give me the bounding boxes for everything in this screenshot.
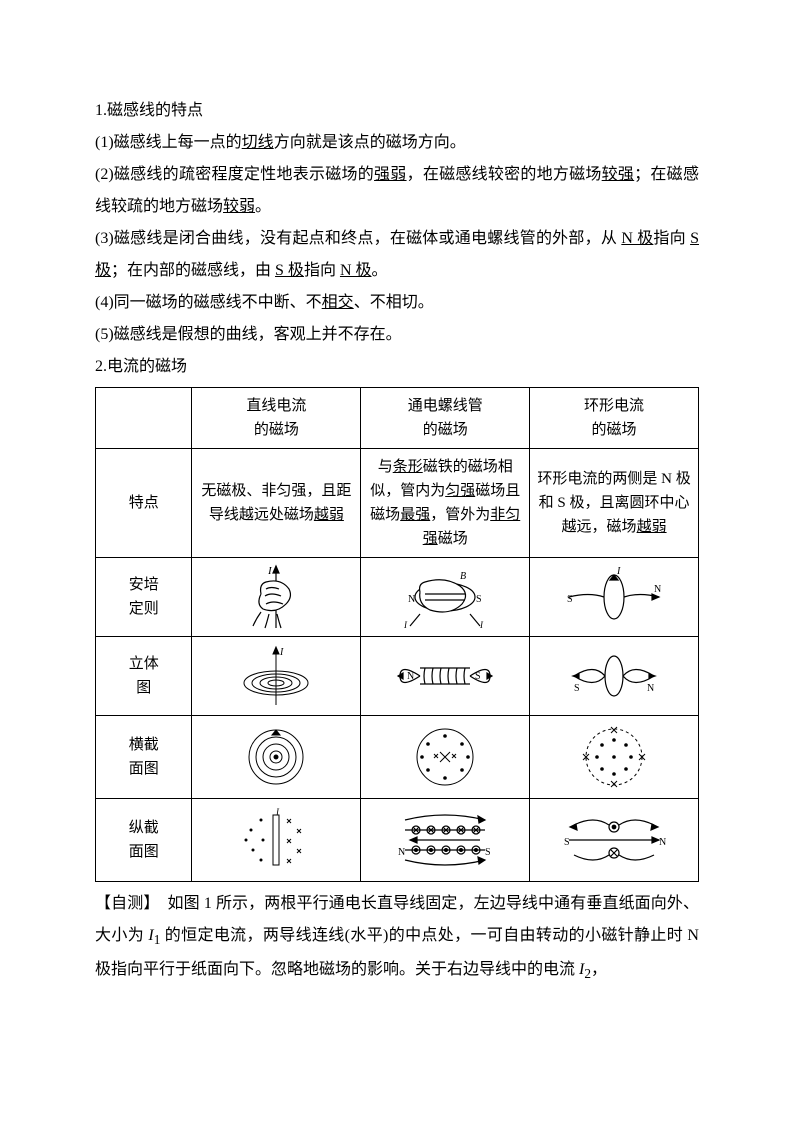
p3-a: (3)磁感线是闭合曲线，没有起点和终点，在磁体或通电螺线管的外部，从 <box>95 230 621 247</box>
point-5: (5)磁感线是假想的曲线，客观上并不存在。 <box>95 319 699 351</box>
q-c: ， <box>591 961 607 978</box>
row-label-3: 横截面图 <box>96 716 192 799</box>
p3-u1: N 极 <box>621 230 653 247</box>
svg-text:S: S <box>476 594 482 605</box>
p2-u2: 较强 <box>602 166 635 183</box>
f2u3: 最强 <box>400 507 430 523</box>
f3a: 环形电流的两侧是 N 极和 S 极，且离圆环中心越远，磁场 <box>537 471 690 535</box>
row-label-4: 纵截面图 <box>96 799 192 882</box>
row-long: 纵截面图 I <box>96 799 699 882</box>
p3-b: 指向 <box>653 230 690 247</box>
row-cross: 横截面图 <box>96 716 699 799</box>
svg-text:N: N <box>659 837 666 848</box>
f2e: 磁场 <box>438 531 468 547</box>
row-label-2: 立体图 <box>96 637 192 716</box>
th-3: 环形电流的磁场 <box>530 388 699 449</box>
p3-e: 。 <box>372 262 388 279</box>
ampere-loop-icon: S N I <box>530 558 699 637</box>
row-3d: 立体图 I N S <box>96 637 699 716</box>
p3-u4: N 极 <box>340 262 372 279</box>
point-1: (1)磁感线上每一点的切线方向就是该点的磁场方向。 <box>95 127 699 159</box>
feat-1: 无磁极、非匀强，且距导线越远处磁场越弱 <box>192 449 361 558</box>
p3-c: ；在内部的磁感线，由 <box>111 262 275 279</box>
long-straight-icon: I <box>192 799 361 882</box>
svg-text:I: I <box>403 620 408 630</box>
row-ampere: 安培定则 I N S B <box>96 558 699 637</box>
long-loop-icon: S N <box>530 799 699 882</box>
ampere-straight-icon: I <box>192 558 361 637</box>
svg-text:I: I <box>616 566 621 577</box>
p3-d: 指向 <box>304 262 340 279</box>
3d-straight-icon: I <box>192 637 361 716</box>
p1-u: 切线 <box>242 134 274 151</box>
q-b: 的恒定电流，两导线连线(水平)的中点处，一可自由转动的小磁针静止时 N 极指向平… <box>95 927 699 978</box>
f1u: 越弱 <box>314 507 344 523</box>
long-solenoid-icon: N S <box>361 799 530 882</box>
th-1: 直线电流的磁场 <box>192 388 361 449</box>
p1-b: 方向就是该点的磁场方向。 <box>274 134 466 151</box>
p1-a: (1)磁感线上每一点的 <box>95 134 242 151</box>
f2d: ，管外为 <box>430 507 490 523</box>
f2u1: 条形 <box>393 459 423 475</box>
p4-b: 、不相切。 <box>354 294 434 311</box>
q-sub2: 2 <box>584 966 591 981</box>
f2u2: 匀强 <box>445 483 475 499</box>
p2-a: (2)磁感线的疏密程度定性地表示磁场的 <box>95 166 374 183</box>
3d-solenoid-icon: N S <box>361 637 530 716</box>
ampere-solenoid-icon: N S B I I <box>361 558 530 637</box>
cross-solenoid-icon <box>361 716 530 799</box>
th-2: 通电螺线管的磁场 <box>361 388 530 449</box>
section1-title: 1.磁感线的特点 <box>95 95 699 127</box>
point-4: (4)同一磁场的磁感线不中断、不相交、不相切。 <box>95 287 699 319</box>
f3u: 越弱 <box>637 519 667 535</box>
feat-3: 环形电流的两侧是 N 极和 S 极，且离圆环中心越远，磁场越弱 <box>530 449 699 558</box>
p2-u1: 强弱 <box>374 166 407 183</box>
cross-loop-icon <box>530 716 699 799</box>
p2-u3: 较弱 <box>223 198 255 215</box>
section2-title: 2.电流的磁场 <box>95 351 699 383</box>
th-0 <box>96 388 192 449</box>
row-label-0: 特点 <box>96 449 192 558</box>
table-header-row: 直线电流的磁场 通电螺线管的磁场 环形电流的磁场 <box>96 388 699 449</box>
row-features: 特点 无磁极、非匀强，且距导线越远处磁场越弱 与条形磁铁的磁场相似，管内为匀强磁… <box>96 449 699 558</box>
3d-loop-icon: S N <box>530 637 699 716</box>
svg-text:I: I <box>279 647 284 658</box>
svg-text:I: I <box>267 565 273 577</box>
svg-text:S: S <box>564 837 570 848</box>
svg-text:I: I <box>479 620 484 630</box>
svg-text:S: S <box>485 847 491 858</box>
p4-a: (4)同一磁场的磁感线不中断、不 <box>95 294 322 311</box>
svg-text:S: S <box>574 683 580 694</box>
p2-d: 。 <box>255 198 271 215</box>
p3-u3: S 极 <box>275 262 304 279</box>
svg-text:B: B <box>460 571 466 582</box>
point-3: (3)磁感线是闭合曲线，没有起点和终点，在磁体或通电螺线管的外部，从 N 极指向… <box>95 223 699 287</box>
svg-text:S: S <box>567 594 573 605</box>
row-label-1: 安培定则 <box>96 558 192 637</box>
cross-straight-icon <box>192 716 361 799</box>
p2-b: ，在磁感线较密的地方磁场 <box>407 166 602 183</box>
svg-text:N: N <box>654 584 661 595</box>
feat-2: 与条形磁铁的磁场相似，管内为匀强磁场且磁场最强，管外为非匀强磁场 <box>361 449 530 558</box>
point-2: (2)磁感线的疏密程度定性地表示磁场的强弱，在磁感线较密的地方磁场较强；在磁感线… <box>95 159 699 223</box>
svg-text:N: N <box>398 847 405 858</box>
f2a: 与 <box>378 459 393 475</box>
svg-text:N: N <box>408 594 415 605</box>
magnetic-field-table: 直线电流的磁场 通电螺线管的磁场 环形电流的磁场 特点 无磁极、非匀强，且距导线… <box>95 387 699 882</box>
p4-u: 相交 <box>322 294 354 311</box>
svg-text:N: N <box>647 683 654 694</box>
self-test: 【自测】 如图 1 所示，两根平行通电长直导线固定，左边导线中通有垂直纸面向外、… <box>95 888 699 988</box>
